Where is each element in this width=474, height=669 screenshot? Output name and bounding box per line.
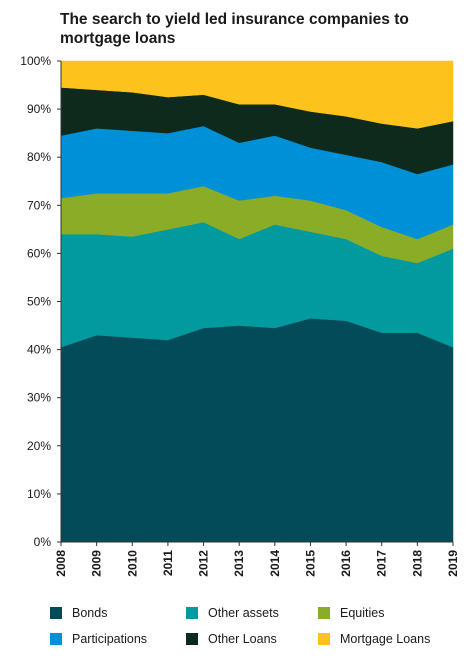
x-tick-label: 2015 xyxy=(303,550,317,577)
legend-swatch xyxy=(318,633,330,645)
x-tick-label: 2013 xyxy=(232,550,246,577)
legend-item-participations: Participations xyxy=(50,630,147,648)
x-tick-label: 2009 xyxy=(90,550,104,577)
legend-label: Other assets xyxy=(208,606,279,620)
legend-swatch xyxy=(186,633,198,645)
stacked-area-chart: 0%10%20%30%40%50%60%70%80%90%100% 2008 20… xyxy=(20,54,460,577)
legend-label: Participations xyxy=(72,632,148,646)
legend-label: Mortgage Loans xyxy=(340,632,431,646)
area-layers xyxy=(60,60,454,543)
x-tick-label: 2012 xyxy=(197,550,211,577)
legend-item-mortgage-loans: Mortgage Loans xyxy=(318,630,430,648)
x-tick-labels: 2008 2009 2010 2011 2012 2013 2014 2015 2016 2017… xyxy=(54,542,460,577)
y-tick-label: 20% xyxy=(27,439,51,453)
area-bonds xyxy=(60,318,454,543)
y-tick-label: 70% xyxy=(27,198,51,212)
y-tick-label: 50% xyxy=(27,295,51,309)
x-tick-label: 2011 xyxy=(161,550,175,576)
x-tick-label: 2010 xyxy=(125,550,139,577)
legend-item-bonds: Bonds xyxy=(50,604,107,622)
x-tick-label: 2014 xyxy=(268,550,282,577)
legend-swatch xyxy=(318,607,330,619)
x-tick-label: 2016 xyxy=(339,550,353,577)
legend-label: Equities xyxy=(340,606,385,620)
legend-swatch xyxy=(186,607,198,619)
legend-item-other-loans: Other Loans xyxy=(186,630,277,648)
y-tick-label: 60% xyxy=(27,246,51,260)
area-mortgage-loans xyxy=(60,60,454,129)
y-tick-label: 0% xyxy=(34,535,52,549)
legend-swatch xyxy=(50,633,62,645)
legend-label: Bonds xyxy=(72,606,108,620)
x-tick-label: 2019 xyxy=(446,550,460,577)
y-tick-label: 100% xyxy=(20,54,51,68)
legend-swatch xyxy=(50,607,62,619)
chart-title: The search to yield led insurance compan… xyxy=(60,11,409,47)
x-tick-label: 2008 xyxy=(54,550,68,577)
legend-item-other-assets: Other assets xyxy=(186,604,279,622)
x-tick-label: 2018 xyxy=(410,550,424,577)
y-tick-label: 40% xyxy=(27,343,51,357)
y-tick-labels: 0% 10% 20% 30% 40% 50% 60% 70% 80% 90% 100% xyxy=(20,54,61,549)
y-tick-label: 30% xyxy=(27,391,51,405)
y-tick-label: 80% xyxy=(27,150,51,164)
y-tick-label: 90% xyxy=(27,102,51,116)
legend-item-equities: Equities xyxy=(318,604,384,622)
y-tick-label: 10% xyxy=(27,487,51,501)
legend-label: Other Loans xyxy=(208,632,277,646)
x-tick-label: 2017 xyxy=(375,550,389,577)
